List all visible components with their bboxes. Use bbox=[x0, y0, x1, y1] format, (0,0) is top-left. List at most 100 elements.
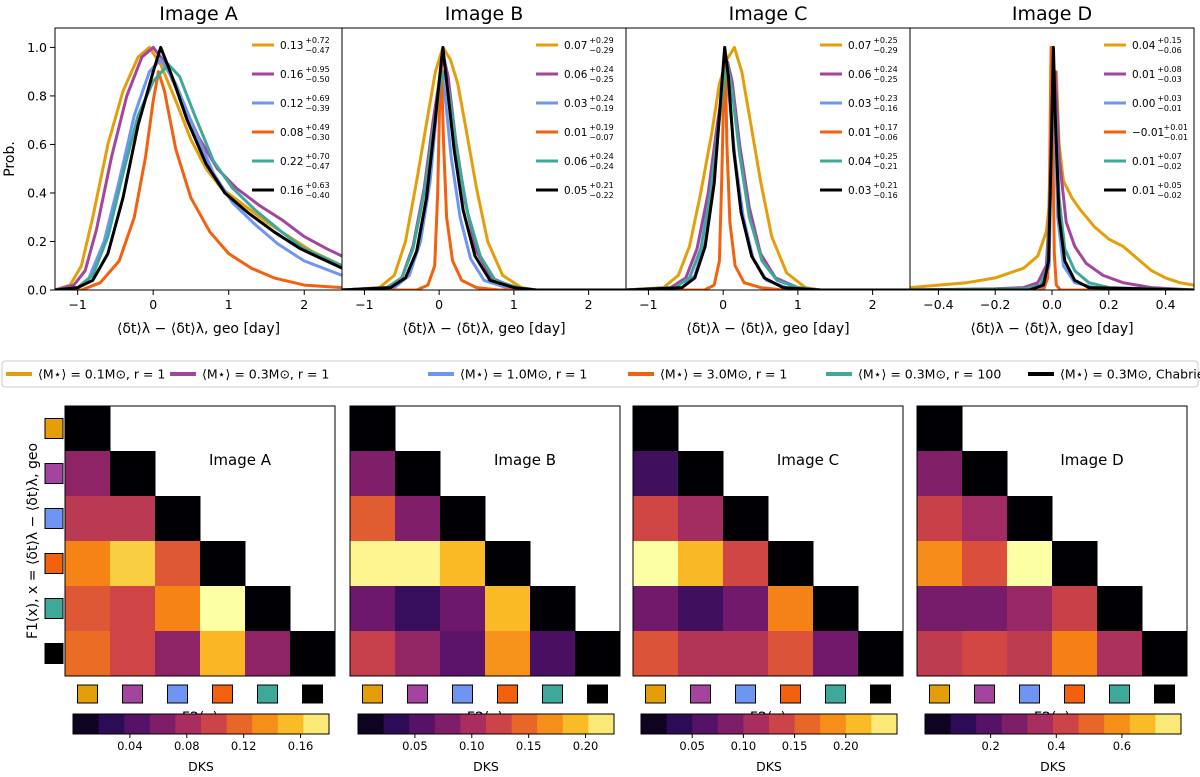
panel-title: Image A bbox=[159, 3, 238, 25]
x-tick-label: −1 bbox=[639, 297, 657, 312]
legend-item-m01: ⟨M⋆⟩ = 0.1M⊙, r = 1 bbox=[6, 367, 165, 382]
legend-lower-error: −0.06 bbox=[1157, 46, 1182, 55]
heatmap-cell bbox=[1052, 586, 1098, 632]
heatmap-cell bbox=[485, 631, 531, 677]
legend-upper-error: +0.69 bbox=[305, 94, 330, 103]
colorbar-segment bbox=[588, 714, 615, 734]
heatmap-border bbox=[632, 405, 904, 677]
colorbar-tick-label: 0.15 bbox=[782, 739, 808, 753]
legend-label: ⟨M⋆⟩ = 0.3M⊙, r = 100 bbox=[858, 367, 1001, 382]
heatmap-cell bbox=[155, 496, 201, 542]
colorbar-label: DKS bbox=[473, 759, 499, 774]
colorbar-segment bbox=[769, 714, 795, 734]
x-tick-label: 2 bbox=[869, 297, 877, 312]
legend-label: ⟨M⋆⟩ = 0.3M⊙, r = 1 bbox=[202, 367, 329, 382]
legend-value: 0.01 bbox=[1132, 69, 1155, 81]
colorbar-segment bbox=[976, 714, 1003, 734]
legend-lower-error: −0.39 bbox=[305, 104, 330, 113]
x-marker-m03 bbox=[122, 684, 143, 704]
heatmap-cell bbox=[1007, 631, 1053, 677]
x-tick-label: −0.2 bbox=[980, 297, 1010, 312]
series-line-m01 bbox=[626, 45, 910, 290]
colorbar-segment bbox=[845, 714, 872, 734]
series-line-m03 bbox=[626, 60, 910, 290]
x-marker-m03 bbox=[974, 684, 995, 704]
heatmap-cell bbox=[813, 586, 859, 632]
legend-item-chab: ⟨M⋆⟩ = 0.3M⊙, Chabrier bbox=[1028, 367, 1200, 382]
heatmap-cell bbox=[723, 631, 769, 677]
legend-lower-error: −0.19 bbox=[589, 104, 614, 113]
colorbar-tick-label: 0.2 bbox=[981, 739, 999, 753]
heatmap-cell bbox=[813, 631, 859, 677]
colorbar-segment bbox=[692, 714, 719, 734]
heatmap-cell bbox=[440, 586, 486, 632]
colorbar-segment bbox=[1027, 714, 1054, 734]
legend-upper-error: +0.25 bbox=[873, 36, 898, 45]
colorbar-tick-label: 0.20 bbox=[573, 739, 599, 753]
heatmap-cell bbox=[768, 631, 814, 677]
series-line-chab bbox=[910, 45, 1194, 290]
heatmap-cell bbox=[917, 451, 963, 497]
y-tick-label: 0.8 bbox=[27, 88, 47, 103]
legend-label: ⟨M⋆⟩ = 1.0M⊙, r = 1 bbox=[460, 367, 587, 382]
heatmap-cell bbox=[350, 406, 396, 452]
colorbar-segment bbox=[149, 714, 176, 734]
series-line-m01 bbox=[55, 45, 342, 290]
x-axis-label: ⟨δt⟩λ − ⟨δt⟩λ, geo [day] bbox=[970, 321, 1133, 337]
heatmap-cell bbox=[1052, 631, 1098, 677]
legend-lower-error: −0.02 bbox=[1157, 162, 1182, 171]
x-tick-label: −1 bbox=[68, 297, 86, 312]
legend-upper-error: +0.17 bbox=[873, 123, 898, 132]
series-line-m03 bbox=[342, 55, 626, 290]
heatmap-cell bbox=[65, 406, 111, 452]
legend-value: 0.03 bbox=[848, 98, 871, 110]
colorbar-tick-label: 0.04 bbox=[117, 739, 143, 753]
heatmap-cell bbox=[678, 496, 724, 542]
x-marker-chab bbox=[1154, 684, 1175, 704]
heatmap-cell bbox=[917, 631, 963, 677]
colorbar-segment bbox=[820, 714, 847, 734]
colorbar-tick-label: 0.6 bbox=[1113, 739, 1131, 753]
y-tick-label: 0.0 bbox=[27, 283, 47, 298]
series-line-m10 bbox=[55, 58, 342, 290]
heatmap-cell bbox=[350, 541, 396, 587]
heatmap-cell bbox=[65, 631, 111, 677]
colorbar-segment bbox=[950, 714, 977, 734]
x-marker-chab bbox=[302, 684, 323, 704]
colorbar-tick-label: 0.10 bbox=[731, 739, 757, 753]
heatmap-cell bbox=[917, 541, 963, 587]
legend-value: 0.08 bbox=[280, 127, 303, 139]
x-marker-m10 bbox=[735, 684, 756, 704]
colorbar-segment bbox=[303, 714, 330, 734]
legend-lower-error: −0.40 bbox=[305, 191, 330, 200]
legend-upper-error: +0.95 bbox=[305, 65, 330, 74]
heatmap-cell bbox=[395, 541, 441, 587]
x-tick-label: 1 bbox=[225, 297, 233, 312]
series-line-m03 bbox=[910, 70, 1194, 290]
heatmap-cell bbox=[678, 451, 724, 497]
legend-value: 0.01 bbox=[1132, 185, 1155, 197]
x-tick-label: 0 bbox=[719, 297, 727, 312]
legend-upper-error: +0.24 bbox=[873, 65, 898, 74]
legend-upper-error: +0.07 bbox=[1157, 152, 1182, 161]
legend-value: 0.07 bbox=[564, 40, 587, 52]
y-marker-m10 bbox=[44, 508, 64, 529]
legend-value: 0.22 bbox=[280, 156, 303, 168]
colorbar: 0.2 0.4 0.6 DKS bbox=[924, 713, 1182, 774]
heatmap-cell bbox=[575, 631, 621, 677]
legend-upper-error: +0.21 bbox=[873, 181, 898, 190]
x-marker-m30 bbox=[497, 684, 518, 704]
colorbar-segment bbox=[1053, 714, 1079, 734]
heatmap-y-label: F1(x), x = ⟨δt⟩λ − ⟨δt⟩λ, geo bbox=[25, 443, 41, 639]
colorbar-segment bbox=[511, 714, 538, 734]
colorbar-tick-label: 0.05 bbox=[679, 739, 705, 753]
legend-upper-error: +0.70 bbox=[305, 152, 330, 161]
legend-box bbox=[1, 360, 1199, 388]
heatmap-cell bbox=[245, 631, 291, 677]
x-marker-m03r100 bbox=[542, 684, 563, 704]
heatmap-cell bbox=[155, 541, 201, 587]
colorbar-segment bbox=[175, 714, 202, 734]
